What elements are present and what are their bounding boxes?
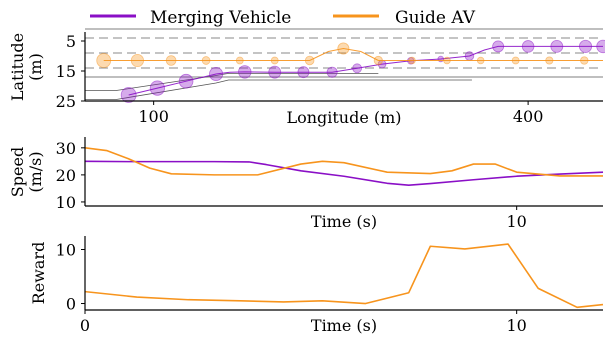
trajectory-point [120, 87, 137, 103]
trajectory-path-line [128, 45, 603, 96]
trajectory-point [443, 56, 451, 65]
y-tick-label: 10 [56, 241, 76, 260]
trajectory-point [270, 56, 279, 65]
trajectory-point [304, 55, 315, 66]
on-ramp-boundary [85, 73, 379, 91]
trajectory-point [165, 55, 177, 66]
axis-label-line: (m/s) [26, 151, 45, 192]
reward-panel: 0 10 0 10 Time (s) Reward [29, 236, 604, 335]
speed-panel: 10 10 20 30 Time (s) Speed(m/s) [8, 137, 604, 231]
reward-x-label: Time (s) [311, 316, 377, 335]
trajectory-road [85, 28, 603, 100]
trajectory-point [149, 80, 165, 96]
axis-label-line: (m) [26, 53, 45, 81]
reward-ticks: 0 10 0 10 [56, 241, 527, 335]
y-tick-label: 15 [56, 62, 76, 81]
reward-series-line [84, 243, 604, 309]
axis-label-line: Speed [8, 147, 27, 197]
trajectory-panel: 100 400 5 15 25 Longitude (m) Latitude(m) [8, 28, 605, 127]
legend-label-guide: Guide AV [395, 8, 476, 28]
trajectory-point [550, 40, 564, 53]
trajectory-point [521, 40, 535, 53]
trajectory-point [238, 65, 252, 79]
speed-ticks: 10 10 20 30 [56, 139, 527, 231]
trajectory-point [464, 51, 475, 61]
trajectory-point [352, 63, 363, 74]
speed-y-label: Speed(m/s) [8, 147, 45, 197]
trajectory-point [476, 56, 485, 65]
trajectory-point [209, 67, 224, 82]
trajectory-path-line [103, 47, 603, 61]
trajectory-y-label: Latitude(m) [8, 33, 45, 101]
trajectory-series [96, 39, 605, 103]
trajectory-point [580, 56, 589, 65]
on-ramp-boundary [85, 79, 472, 100]
reward-series [84, 243, 604, 309]
trajectory-point [297, 66, 310, 79]
speed-series [84, 147, 604, 186]
trajectory-point [337, 42, 350, 55]
x-tick-label: 10 [506, 316, 526, 335]
trajectory-point [130, 53, 144, 68]
x-tick-label: 10 [506, 212, 526, 231]
trajectory-point [326, 66, 338, 78]
trajectory-point [545, 56, 554, 65]
y-tick-label: 25 [56, 92, 76, 111]
trajectory-point [178, 73, 194, 89]
y-tick-label: 20 [56, 166, 76, 185]
speed-series-line [84, 147, 603, 177]
trajectory-point [596, 39, 605, 54]
trajectory-ticks: 100 400 5 15 25 [56, 32, 544, 126]
trajectory-x-label: Longitude (m) [286, 108, 401, 127]
y-tick-label: 0 [66, 295, 76, 314]
trajectory-point [511, 56, 520, 65]
trajectory-point [201, 56, 211, 65]
y-tick-label: 10 [56, 193, 76, 212]
trajectory-point [235, 56, 244, 65]
trajectory-point [96, 53, 112, 68]
trajectory-point [373, 55, 383, 66]
legend: Merging Vehicle Guide AV [90, 8, 476, 28]
trajectory-point [408, 56, 416, 65]
speed-series-line [84, 160, 604, 186]
trajectory-point [268, 65, 282, 79]
speed-x-label: Time (s) [311, 212, 377, 231]
y-tick-label: 5 [66, 32, 76, 51]
x-tick-label: 0 [80, 316, 90, 335]
x-tick-label: 400 [513, 107, 544, 126]
legend-label-merging: Merging Vehicle [150, 8, 291, 28]
trajectory-point [578, 39, 593, 53]
trajectory-point [492, 40, 505, 53]
axis-label-line: Latitude [8, 33, 27, 101]
x-tick-label: 100 [138, 107, 169, 126]
reward-y-label: Reward [29, 242, 48, 305]
y-tick-label: 30 [56, 139, 76, 158]
